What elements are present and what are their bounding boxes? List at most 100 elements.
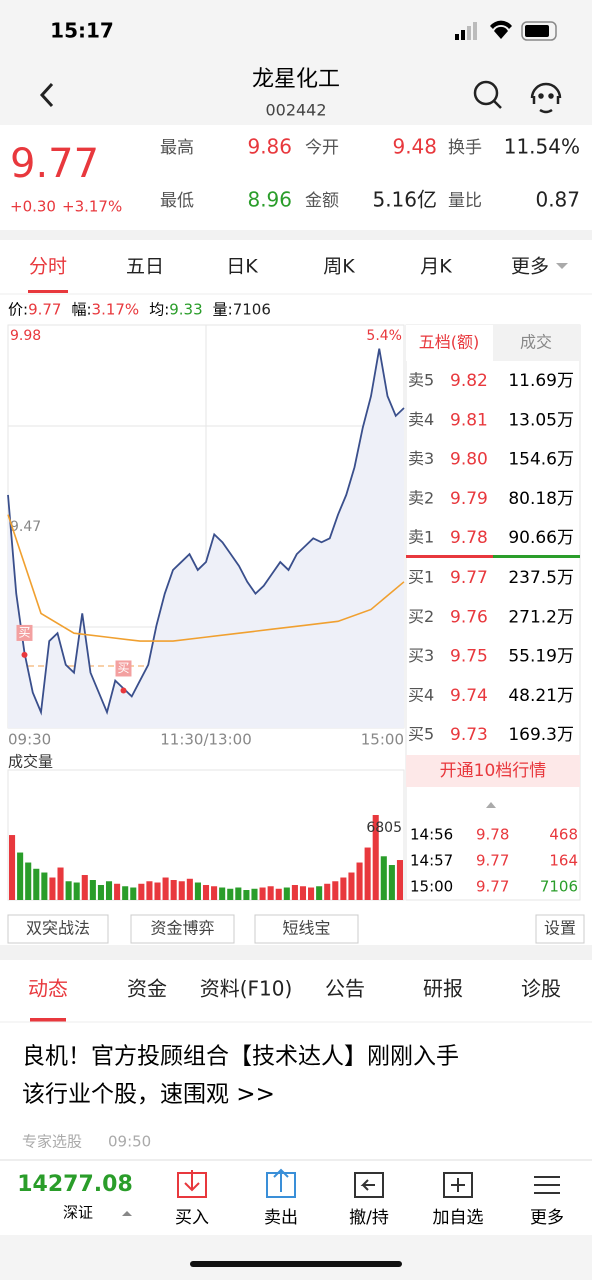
book-price: 9.76 — [450, 607, 488, 627]
action-label[interactable]: 撤/持 — [349, 1208, 389, 1228]
news-tab[interactable]: 研报 — [423, 977, 463, 1001]
volume-bar — [219, 887, 226, 900]
tool-button[interactable] — [130, 914, 235, 944]
chart-tab[interactable]: 月K — [420, 256, 452, 278]
book-tab-active[interactable] — [406, 325, 493, 361]
book-amount: 169.3万 — [508, 725, 574, 745]
service-button[interactable] — [530, 82, 562, 114]
tab-indicator — [28, 290, 68, 293]
volume-bar — [316, 886, 323, 900]
tool-label[interactable]: 短线宝 — [282, 919, 330, 938]
price-area — [8, 348, 404, 728]
book-price: 9.82 — [450, 371, 488, 391]
price-line — [7, 348, 405, 716]
action-label[interactable]: 更多 — [530, 1208, 564, 1228]
trade-price: 9.77 — [476, 878, 509, 896]
tool-label[interactable]: 设置 — [544, 919, 576, 938]
volume-bar — [138, 883, 145, 900]
chart-tab[interactable]: 周K — [323, 256, 355, 278]
news-line[interactable]: 良机！官方投顾组合【技术达人】刚刚入手 — [22, 1044, 459, 1070]
volume-bar — [235, 887, 242, 900]
news-tab[interactable]: 公告 — [325, 977, 365, 1001]
trade-volume: 7106 — [540, 878, 578, 896]
clock: 15:17 — [50, 19, 114, 43]
change: +0.30 — [10, 198, 56, 216]
book-name: 买5 — [408, 725, 434, 744]
book-amount: 90.66万 — [508, 528, 574, 548]
volume-bar — [130, 887, 137, 900]
volume-bar — [170, 880, 177, 900]
news-line[interactable]: 该行业个股，速围观 >> — [22, 1082, 275, 1108]
time-label: 15:00 — [361, 731, 404, 749]
average-line — [7, 514, 405, 642]
chart-tab[interactable]: 日K — [226, 256, 258, 278]
book-name: 买2 — [408, 607, 434, 626]
news-tab[interactable]: 诊股 — [521, 977, 561, 1001]
chart-tab[interactable]: 五日 — [126, 256, 164, 278]
trade-time: 14:56 — [410, 826, 453, 844]
search-button[interactable] — [473, 80, 502, 109]
news-tab[interactable]: 动态 — [28, 977, 68, 1001]
tool-button[interactable] — [254, 914, 359, 944]
news-time: 09:50 — [108, 1133, 151, 1151]
chart-tab[interactable]: 分时 — [29, 256, 67, 278]
action-label[interactable]: 卖出 — [264, 1208, 298, 1228]
index-value[interactable]: 14277.08 — [17, 1172, 133, 1197]
book-price: 9.74 — [450, 686, 488, 706]
price-axis-label: 9.98 — [10, 328, 41, 344]
stat-label: 今开 — [305, 138, 339, 158]
volume-bar — [17, 852, 24, 900]
upgrade[interactable]: 开通10档行情 — [440, 761, 547, 781]
volume-bar — [25, 862, 32, 900]
info-value: 7106 — [233, 301, 271, 319]
volume-bar — [9, 835, 16, 900]
news-tab[interactable]: 资金 — [127, 977, 167, 1001]
book-name: 卖4 — [408, 410, 434, 429]
trade-volume: 468 — [549, 826, 578, 844]
book-tab[interactable]: 成交 — [520, 333, 552, 352]
action-label[interactable]: 买入 — [175, 1208, 209, 1228]
tool-button[interactable] — [535, 914, 585, 944]
tool-label[interactable]: 资金博弈 — [150, 919, 214, 938]
tool-label[interactable]: 双突战法 — [26, 919, 90, 938]
volume-bar — [186, 878, 193, 900]
market-toggle[interactable] — [122, 1211, 132, 1216]
book-tab[interactable] — [493, 325, 580, 361]
info-label: 价: — [8, 301, 28, 319]
info-value: 9.77 — [28, 301, 61, 319]
book-price: 9.75 — [450, 647, 488, 667]
volume-bar — [65, 881, 72, 900]
info-label: 量: — [213, 301, 233, 319]
stat-value: 9.48 — [392, 135, 437, 159]
book-amount: 13.05万 — [508, 410, 574, 430]
chart-tab[interactable]: 更多 — [511, 256, 549, 278]
book-name: 买4 — [408, 685, 434, 704]
divider — [0, 945, 592, 960]
volume-bar — [49, 877, 56, 900]
time-label: 09:30 — [8, 731, 51, 749]
volume-bar — [194, 882, 201, 900]
book-amount: 48.21万 — [508, 686, 574, 706]
upgrade-bg[interactable] — [406, 755, 580, 787]
index-market[interactable]: 深证 — [63, 1204, 93, 1222]
time-label: 11:30/13:00 — [160, 731, 252, 749]
book-amount: 80.18万 — [508, 489, 574, 509]
news-tab[interactable]: 资料(F10) — [200, 977, 293, 1001]
header-bg — [0, 0, 592, 125]
stat-value: 11.54% — [504, 135, 580, 159]
book-name: 买1 — [408, 568, 434, 587]
back-button[interactable] — [39, 82, 54, 108]
volume-bar — [89, 880, 96, 900]
volume-bar — [356, 862, 363, 900]
action-label[interactable]: 加自选 — [433, 1208, 484, 1228]
marker-bg — [16, 624, 33, 641]
stock-name: 龙星化工 — [252, 67, 340, 92]
book-tab[interactable]: 五档(额) — [419, 333, 480, 352]
tool-button[interactable] — [7, 914, 109, 944]
book-price: 9.78 — [450, 528, 488, 548]
volume-bar — [202, 885, 210, 900]
info-value: 3.17% — [92, 301, 140, 319]
volume-bar — [105, 881, 113, 900]
trade-volume: 164 — [549, 852, 578, 870]
